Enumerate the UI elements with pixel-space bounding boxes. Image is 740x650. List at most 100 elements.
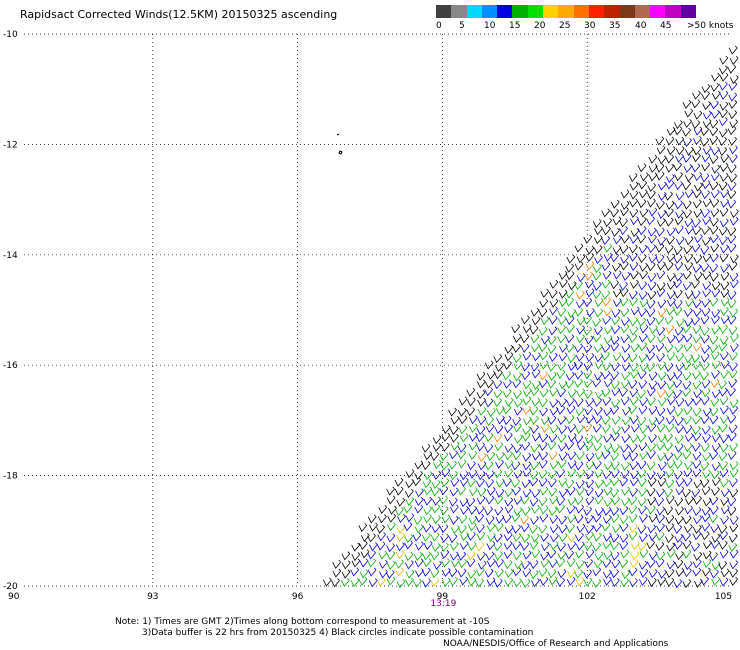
wind-barb: [495, 478, 505, 488]
wind-barb: [727, 234, 737, 244]
wind-barb: [585, 452, 595, 462]
wind-barb: [656, 514, 665, 524]
wind-barb: [487, 408, 496, 418]
wind-barb: [540, 288, 550, 298]
wind-barb: [629, 270, 639, 280]
wind-barb: [475, 567, 485, 577]
wind-barb: [476, 478, 485, 488]
wind-barb: [332, 568, 342, 578]
wind-barb: [637, 389, 646, 399]
wind-barb: [612, 262, 621, 272]
wind-barb: [718, 117, 728, 127]
wind-barb: [685, 496, 694, 506]
wind-barb: [692, 189, 702, 199]
wind-barb: [647, 443, 656, 453]
wind-barb: [711, 533, 721, 543]
wind-barb: [628, 380, 638, 390]
wind-barb: [691, 353, 701, 363]
wind-barb: [709, 552, 718, 562]
wind-barb: [529, 470, 539, 480]
wind-barb: [603, 243, 613, 253]
wind-barb: [710, 379, 720, 389]
wind-barb: [665, 174, 675, 184]
wind-barb: [675, 352, 685, 362]
wind-barb: [387, 522, 396, 532]
wind-barb: [619, 523, 629, 533]
wind-barb: [567, 496, 577, 506]
wind-barb: [502, 416, 512, 426]
wind-barb: [610, 477, 620, 487]
wind-barb: [728, 110, 737, 120]
wind-barb: [367, 558, 377, 568]
wind-barb: [638, 405, 648, 415]
wind-barb: [610, 533, 620, 543]
wind-barb: [648, 513, 658, 523]
wind-barb: [701, 388, 711, 398]
wind-barb: [692, 531, 702, 541]
wind-barb: [720, 434, 729, 444]
wind-barb: [684, 189, 694, 199]
wind-barb: [440, 478, 450, 488]
wind-barb: [603, 443, 613, 453]
wind-barb: [477, 397, 486, 407]
wind-barb: [720, 478, 729, 488]
wind-barb: [566, 524, 575, 534]
wind-barb: [683, 406, 693, 416]
wind-barb: [592, 513, 602, 523]
wind-barb: [692, 218, 701, 228]
wind-barb: [673, 379, 682, 389]
wind-barb: [450, 515, 459, 525]
wind-barb: [666, 290, 676, 300]
wind-barb: [727, 126, 737, 136]
wind-barb: [694, 234, 703, 244]
wind-barb: [700, 245, 710, 255]
wind-barb: [450, 504, 459, 514]
wind-barb: [549, 460, 559, 470]
wind-barb: [628, 405, 637, 415]
wind-barb: [585, 279, 594, 289]
wind-barb: [367, 550, 376, 560]
wind-barb: [531, 504, 540, 514]
wind-barb: [710, 569, 719, 579]
wind-barb: [638, 333, 648, 343]
wind-barb: [711, 281, 721, 291]
wind-barb: [567, 568, 576, 578]
wind-barb: [504, 525, 514, 535]
wind-barb: [700, 353, 710, 363]
wind-barb: [665, 568, 675, 578]
wind-barb: [603, 550, 613, 560]
wind-barb: [611, 399, 620, 409]
wind-barb: [512, 333, 522, 343]
wind-barb: [485, 470, 495, 480]
wind-barb: [367, 514, 377, 524]
wind-barb: [574, 370, 584, 380]
wind-barb: [703, 540, 712, 550]
wind-barb: [666, 146, 676, 156]
wind-barb: [692, 325, 702, 335]
wind-barb: [665, 389, 674, 399]
wind-barb: [621, 424, 631, 434]
wind-barb: [637, 416, 647, 426]
wind-barb: [610, 199, 620, 209]
wind-barb: [395, 567, 404, 577]
wind-barb: [459, 576, 468, 586]
wind-barb: [486, 487, 496, 497]
wind-barb: [602, 226, 611, 236]
wind-barb: [637, 163, 647, 173]
wind-barb: [700, 315, 710, 325]
wind-barb: [594, 406, 603, 416]
wind-barb: [682, 549, 692, 559]
wind-barb: [576, 523, 586, 533]
wind-barb: [367, 533, 376, 543]
wind-barb: [487, 532, 496, 542]
wind-barb: [556, 558, 565, 568]
wind-barb: [594, 344, 603, 354]
wind-barb: [538, 497, 548, 507]
wind-barb: [548, 289, 558, 299]
wind-barb: [666, 405, 676, 415]
wind-barb: [658, 397, 667, 407]
wind-barb: [350, 567, 359, 577]
wind-barb: [602, 540, 612, 550]
wind-barb: [495, 488, 505, 498]
